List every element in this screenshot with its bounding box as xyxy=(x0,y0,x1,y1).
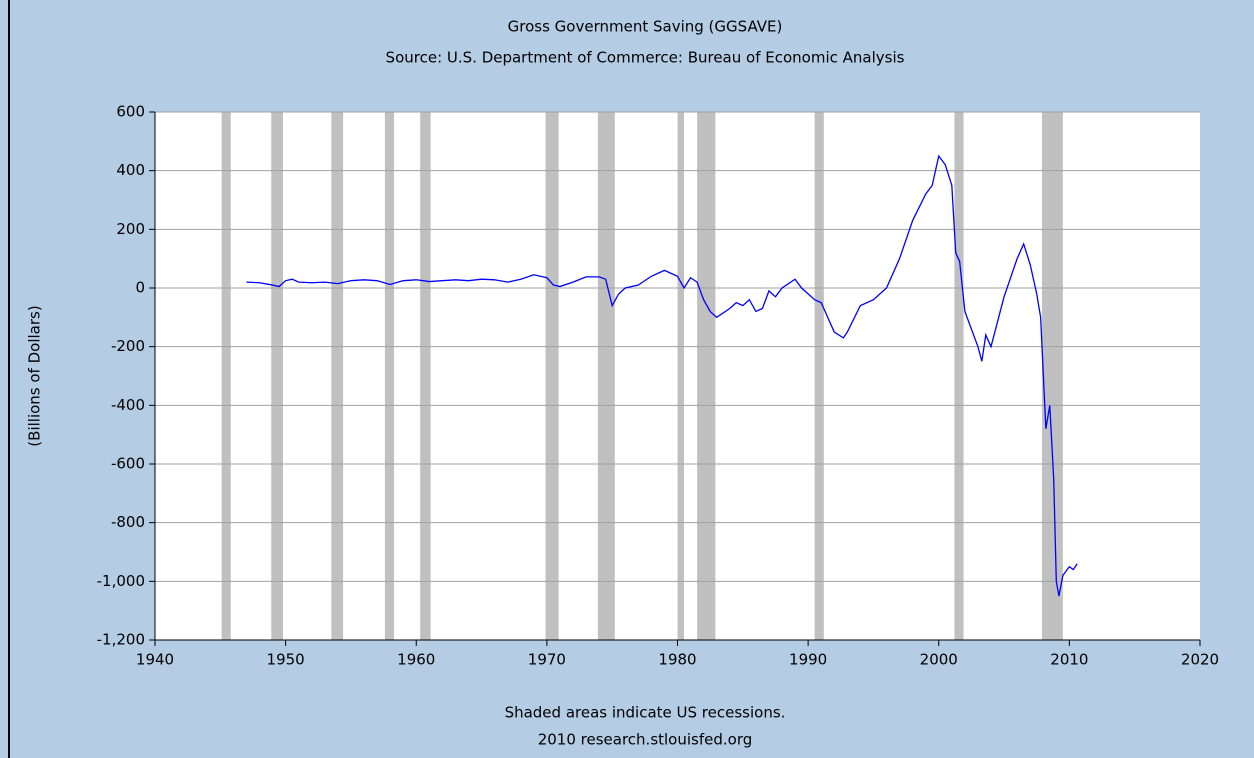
y-tick-label: 400 xyxy=(116,161,145,179)
recession-band xyxy=(331,112,344,640)
chart-subtitle: Source: U.S. Department of Commerce: Bur… xyxy=(386,49,905,67)
recession-band xyxy=(677,112,685,640)
x-tick-label: 1970 xyxy=(528,651,566,669)
recession-band xyxy=(271,112,284,640)
recession-band xyxy=(597,112,615,640)
y-tick-label: -1,200 xyxy=(97,631,145,649)
y-tick-label: -1,000 xyxy=(97,572,145,590)
x-tick-label: 1940 xyxy=(136,651,174,669)
chart-title: Gross Government Saving (GGSAVE) xyxy=(508,18,783,36)
y-tick-label: -400 xyxy=(111,396,145,414)
recession-band xyxy=(384,112,395,640)
recession-band xyxy=(221,112,231,640)
recession-band xyxy=(814,112,824,640)
y-tick-label: -800 xyxy=(111,513,145,531)
recession-band xyxy=(545,112,559,640)
x-tick-label: 1990 xyxy=(789,651,827,669)
recession-band xyxy=(697,112,716,640)
x-tick-label: 2010 xyxy=(1050,651,1088,669)
recession-band xyxy=(954,112,964,640)
x-tick-label: 1960 xyxy=(397,651,435,669)
x-tick-label: 1980 xyxy=(658,651,696,669)
y-tick-label: 0 xyxy=(135,279,145,297)
y-tick-label: -600 xyxy=(111,455,145,473)
y-axis-label: (Billions of Dollars) xyxy=(26,305,44,446)
y-tick-label: 600 xyxy=(116,103,145,121)
note: 2010 research.stlouisfed.org xyxy=(538,731,753,749)
y-tick-label: -200 xyxy=(111,337,145,355)
recession-band xyxy=(420,112,431,640)
recession-band xyxy=(1041,112,1063,640)
x-tick-label: 2020 xyxy=(1181,651,1219,669)
x-tick-label: 2000 xyxy=(920,651,958,669)
note: Shaded areas indicate US recessions. xyxy=(505,704,786,722)
y-tick-label: 200 xyxy=(116,220,145,238)
x-tick-label: 1950 xyxy=(267,651,305,669)
data-line xyxy=(246,154,1078,597)
